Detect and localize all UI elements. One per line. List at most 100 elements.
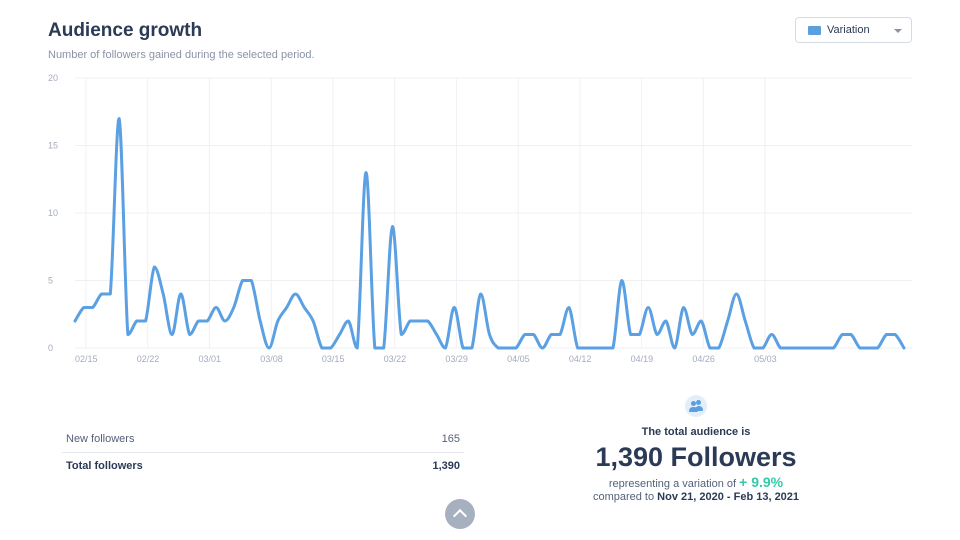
- comparison-period: compared to Nov 21, 2020 - Feb 13, 2021: [560, 491, 832, 503]
- chart-icon: [808, 26, 821, 35]
- data-point: [338, 333, 341, 336]
- data-point: [550, 333, 553, 336]
- data-point: [320, 347, 323, 350]
- data-point: [788, 347, 791, 350]
- data-point: [118, 117, 121, 120]
- y-tick-label: 0: [48, 343, 53, 353]
- data-point: [735, 293, 738, 296]
- new-followers-label: New followers: [66, 433, 135, 445]
- data-point: [753, 347, 756, 350]
- data-point: [135, 320, 138, 323]
- audience-label: The total audience is: [641, 426, 751, 438]
- data-point: [365, 171, 368, 174]
- y-tick-label: 10: [48, 208, 58, 218]
- follower-stats: New followers 165 Total followers 1,390: [62, 426, 464, 479]
- x-tick-label: 02/15: [75, 354, 98, 364]
- compare-prefix: compared to: [592, 491, 655, 503]
- audience-summary: The total audience is 1,390 Followers re…: [560, 395, 832, 503]
- data-point: [382, 347, 385, 350]
- total-followers-label: Total followers: [66, 460, 143, 472]
- data-point: [876, 347, 879, 350]
- data-point: [629, 333, 632, 336]
- data-point: [179, 293, 182, 296]
- data-point: [188, 333, 191, 336]
- page-subtitle: Number of followers gained during the se…: [48, 49, 315, 61]
- data-point: [126, 333, 129, 336]
- data-point: [232, 306, 235, 309]
- data-point: [400, 333, 403, 336]
- data-point: [259, 320, 262, 323]
- data-point: [532, 333, 535, 336]
- x-tick-label: 04/12: [569, 354, 592, 364]
- data-point: [303, 306, 306, 309]
- x-tick-label: 02/22: [137, 354, 160, 364]
- data-point: [559, 333, 562, 336]
- data-point: [673, 347, 676, 350]
- data-point: [717, 347, 720, 350]
- data-point: [285, 306, 288, 309]
- data-point: [841, 333, 844, 336]
- data-point: [391, 225, 394, 228]
- data-point: [814, 347, 817, 350]
- data-point: [223, 320, 226, 323]
- data-point: [347, 320, 350, 323]
- data-point: [585, 347, 588, 350]
- data-point: [417, 320, 420, 323]
- data-point: [603, 347, 606, 350]
- caret-down-icon: [894, 29, 902, 33]
- data-point: [805, 347, 808, 350]
- data-point: [373, 347, 376, 350]
- data-point: [744, 320, 747, 323]
- data-point: [797, 347, 800, 350]
- data-point: [541, 347, 544, 350]
- compare-range: Nov 21, 2020 - Feb 13, 2021: [657, 491, 800, 503]
- data-point: [144, 320, 147, 323]
- data-point: [462, 347, 465, 350]
- data-point: [656, 333, 659, 336]
- data-point: [779, 347, 782, 350]
- x-tick-label: 04/26: [692, 354, 715, 364]
- data-point: [162, 293, 165, 296]
- data-point: [567, 306, 570, 309]
- data-point: [664, 320, 667, 323]
- x-tick-label: 05/03: [754, 354, 777, 364]
- data-point: [426, 320, 429, 323]
- variation-dropdown[interactable]: Variation: [795, 17, 912, 43]
- data-point: [770, 333, 773, 336]
- data-point: [903, 347, 906, 350]
- x-tick-label: 03/29: [445, 354, 468, 364]
- people-icon: [685, 395, 707, 417]
- data-point: [215, 306, 218, 309]
- new-followers-row: New followers 165: [62, 426, 464, 453]
- data-point: [638, 333, 641, 336]
- data-point: [620, 279, 623, 282]
- data-point: [488, 333, 491, 336]
- data-point: [867, 347, 870, 350]
- data-point: [682, 306, 685, 309]
- x-tick-label: 04/05: [507, 354, 530, 364]
- y-tick-label: 5: [48, 276, 53, 286]
- data-point: [611, 347, 614, 350]
- data-point: [171, 333, 174, 336]
- series-line: [73, 117, 906, 350]
- data-point: [497, 347, 500, 350]
- data-point: [479, 293, 482, 296]
- data-point: [894, 333, 897, 336]
- data-point: [594, 347, 597, 350]
- y-tick-label: 15: [48, 141, 58, 151]
- x-tick-label: 03/01: [198, 354, 221, 364]
- data-point: [514, 347, 517, 350]
- data-point: [885, 333, 888, 336]
- scroll-top-button[interactable]: [445, 499, 475, 529]
- data-point: [761, 347, 764, 350]
- data-point: [850, 333, 853, 336]
- x-tick-label: 03/22: [384, 354, 407, 364]
- variation-dropdown-label: Variation: [827, 24, 870, 36]
- data-point: [241, 279, 244, 282]
- data-point: [523, 333, 526, 336]
- data-point: [435, 333, 438, 336]
- data-point: [832, 347, 835, 350]
- data-point: [329, 347, 332, 350]
- data-point: [708, 347, 711, 350]
- x-tick-label: 04/19: [631, 354, 654, 364]
